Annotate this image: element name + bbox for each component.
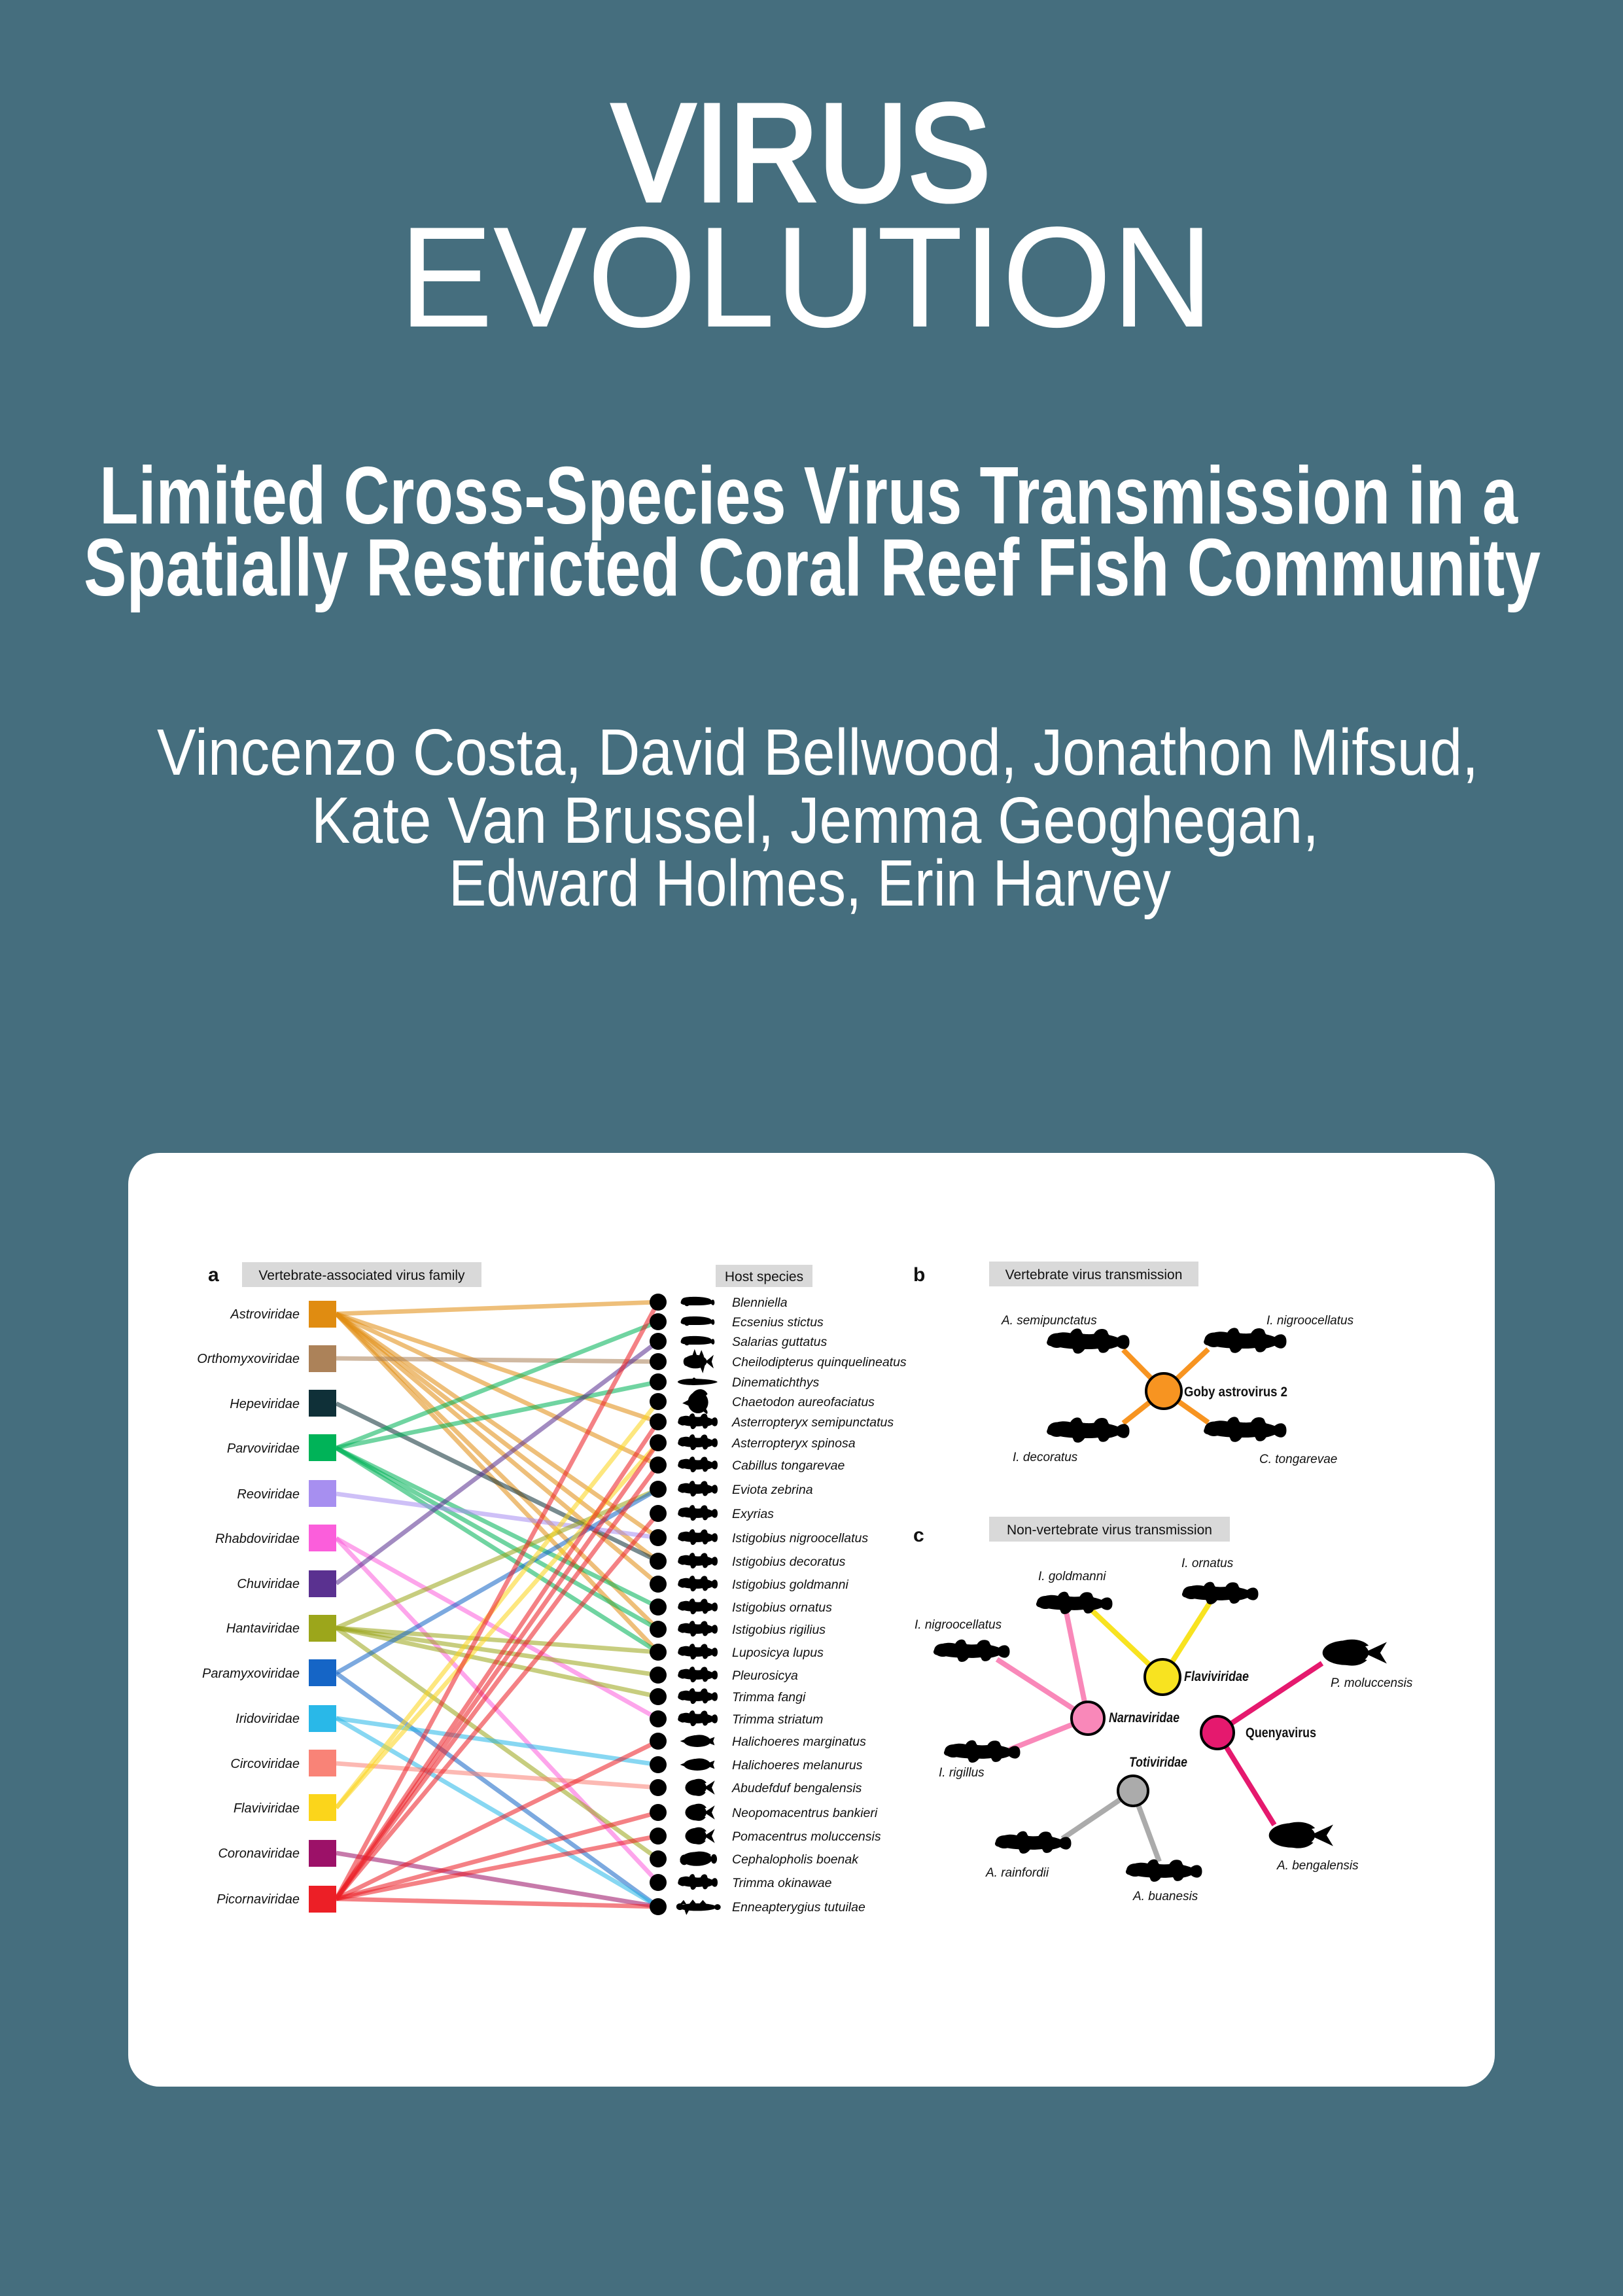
- svg-text:Pomacentrus moluccensis: Pomacentrus moluccensis: [732, 1829, 881, 1844]
- svg-text:Quenyavirus: Quenyavirus: [1246, 1725, 1316, 1740]
- svg-text:c: c: [913, 1525, 924, 1546]
- svg-text:Flaviviridae: Flaviviridae: [1184, 1669, 1249, 1684]
- svg-text:Istigobius goldmanni: Istigobius goldmanni: [732, 1578, 848, 1592]
- svg-text:Exyrias: Exyrias: [732, 1507, 774, 1521]
- svg-text:Rhabdoviridae: Rhabdoviridae: [215, 1532, 300, 1546]
- svg-text:I. decoratus: I. decoratus: [1013, 1451, 1078, 1464]
- svg-text:Halichoeres marginatus: Halichoeres marginatus: [732, 1735, 866, 1749]
- svg-text:A. semipunctatus: A. semipunctatus: [1001, 1314, 1097, 1328]
- svg-text:Cephalopholis boenak: Cephalopholis boenak: [732, 1852, 859, 1867]
- svg-text:Blenniella: Blenniella: [732, 1296, 788, 1310]
- svg-text:Host species: Host species: [725, 1269, 803, 1284]
- svg-text:Iridoviridae: Iridoviridae: [236, 1712, 300, 1726]
- svg-text:Vertebrate-associated virus fa: Vertebrate-associated virus family: [258, 1268, 465, 1283]
- svg-text:A. bengalensis: A. bengalensis: [1276, 1859, 1359, 1873]
- svg-text:I. goldmanni: I. goldmanni: [1038, 1570, 1106, 1583]
- svg-text:Neopomacentrus bankieri: Neopomacentrus bankieri: [732, 1806, 878, 1820]
- svg-text:Trimma striatum: Trimma striatum: [732, 1712, 823, 1727]
- svg-text:Ecsenius stictus: Ecsenius stictus: [732, 1315, 824, 1330]
- svg-text:Vincenzo Costa, David Bellwood: Vincenzo Costa, David Bellwood, Jonathon…: [157, 716, 1478, 789]
- svg-text:Trimma okinawae: Trimma okinawae: [732, 1876, 832, 1890]
- svg-text:I. ornatus: I. ornatus: [1181, 1557, 1234, 1570]
- svg-text:Asterropteryx semipunctatus: Asterropteryx semipunctatus: [731, 1415, 894, 1430]
- svg-text:P. moluccensis: P. moluccensis: [1331, 1676, 1413, 1690]
- svg-text:Spatially Restricted Coral Ree: Spatially Restricted Coral Reef Fish Com…: [84, 523, 1541, 613]
- svg-text:Hantaviridae: Hantaviridae: [226, 1621, 300, 1636]
- svg-text:Vertebrate virus transmission: Vertebrate virus transmission: [1005, 1267, 1183, 1282]
- svg-text:Non-vertebrate virus transmiss: Non-vertebrate virus transmission: [1007, 1523, 1212, 1538]
- svg-text:Flaviviridae: Flaviviridae: [234, 1801, 300, 1816]
- svg-text:EVOLUTION: EVOLUTION: [399, 198, 1213, 357]
- svg-text:Salarias guttatus: Salarias guttatus: [732, 1335, 828, 1349]
- svg-text:Limited Cross-Species Virus Tr: Limited Cross-Species Virus Transmission…: [99, 451, 1518, 541]
- svg-text:Paramyxoviridae: Paramyxoviridae: [202, 1667, 300, 1681]
- svg-text:I. nigroocellatus: I. nigroocellatus: [1266, 1314, 1354, 1328]
- svg-text:I. rigillus: I. rigillus: [939, 1766, 985, 1780]
- svg-text:Istigobius decoratus: Istigobius decoratus: [732, 1555, 846, 1569]
- svg-text:Totiviridae: Totiviridae: [1129, 1755, 1187, 1770]
- svg-text:A. buanesis: A. buanesis: [1132, 1890, 1198, 1903]
- svg-text:Hepeviridae: Hepeviridae: [230, 1397, 300, 1411]
- svg-text:a: a: [208, 1264, 219, 1286]
- svg-text:Orthomyxoviridae: Orthomyxoviridae: [197, 1352, 300, 1366]
- svg-text:Istigobius ornatus: Istigobius ornatus: [732, 1600, 832, 1615]
- svg-text:Eviota zebrina: Eviota zebrina: [732, 1483, 813, 1497]
- svg-text:Goby astrovirus 2: Goby astrovirus 2: [1184, 1385, 1287, 1400]
- svg-text:Cabillus tongarevae: Cabillus tongarevae: [732, 1458, 845, 1473]
- svg-text:Abudefduf bengalensis: Abudefduf bengalensis: [731, 1781, 862, 1795]
- svg-text:Asterropteryx spinosa: Asterropteryx spinosa: [731, 1436, 856, 1451]
- svg-text:Picornaviridae: Picornaviridae: [217, 1892, 300, 1907]
- svg-text:Chaetodon aureofaciatus: Chaetodon aureofaciatus: [732, 1395, 875, 1409]
- svg-text:Enneapterygius tutuilae: Enneapterygius tutuilae: [732, 1900, 865, 1915]
- svg-text:b: b: [913, 1264, 925, 1286]
- svg-text:I. nigroocellatus: I. nigroocellatus: [915, 1618, 1002, 1632]
- svg-text:VIRUS: VIRUS: [612, 75, 990, 230]
- svg-text:Halichoeres melanurus: Halichoeres melanurus: [732, 1758, 863, 1773]
- svg-text:C. tongarevae: C. tongarevae: [1259, 1453, 1337, 1466]
- svg-text:Circoviridae: Circoviridae: [230, 1757, 300, 1771]
- svg-text:Trimma fangi: Trimma fangi: [732, 1690, 806, 1704]
- svg-text:Narnaviridae: Narnaviridae: [1109, 1710, 1179, 1725]
- svg-text:Kate Van Brussel, Jemma Geoghe: Kate Van Brussel, Jemma Geoghegan,: [311, 784, 1319, 857]
- svg-text:Cheilodipterus quinquelineatus: Cheilodipterus quinquelineatus: [732, 1355, 907, 1369]
- svg-text:Istigobius nigroocellatus: Istigobius nigroocellatus: [732, 1531, 868, 1545]
- svg-text:Reoviridae: Reoviridae: [237, 1487, 300, 1502]
- svg-text:Chuviridae: Chuviridae: [237, 1577, 300, 1591]
- svg-text:Astroviridae: Astroviridae: [230, 1307, 300, 1322]
- svg-text:Parvoviridae: Parvoviridae: [227, 1441, 300, 1456]
- svg-text:Istigobius rigilius: Istigobius rigilius: [732, 1623, 826, 1637]
- svg-text:Pleurosicya: Pleurosicya: [732, 1669, 798, 1683]
- svg-text:Coronaviridae: Coronaviridae: [218, 1846, 300, 1861]
- svg-text:A. rainfordii: A. rainfordii: [985, 1866, 1049, 1880]
- svg-text:Dinematichthys: Dinematichthys: [732, 1375, 820, 1390]
- svg-text:Edward Holmes, Erin Harvey: Edward Holmes, Erin Harvey: [449, 847, 1171, 920]
- svg-text:Luposicya lupus: Luposicya lupus: [732, 1646, 824, 1660]
